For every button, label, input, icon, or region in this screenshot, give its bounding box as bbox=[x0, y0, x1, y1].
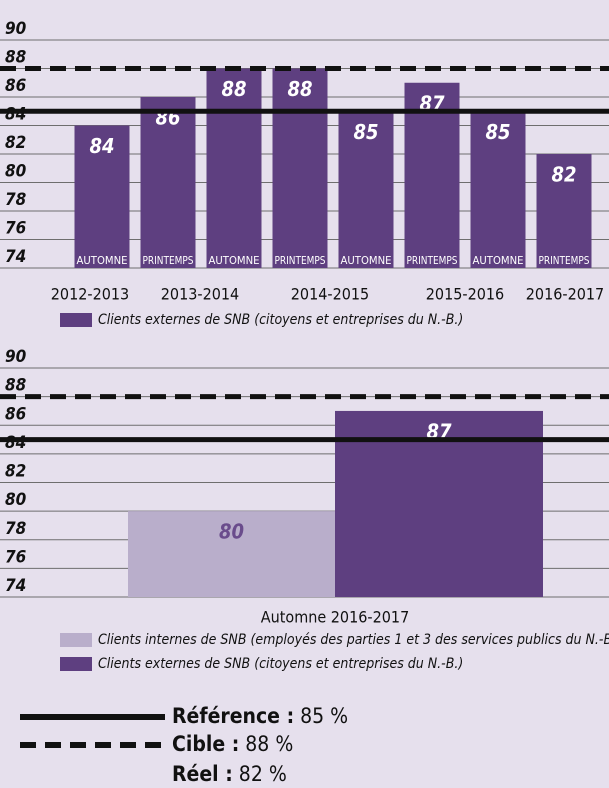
legend-swatch bbox=[60, 633, 92, 647]
legend-label: Cible : bbox=[172, 732, 239, 756]
y-tick-label: 86 bbox=[5, 404, 27, 424]
data-label: 84 bbox=[89, 134, 114, 158]
group-label: 2014-2015 bbox=[291, 285, 369, 304]
y-tick-label: 74 bbox=[5, 247, 26, 267]
y-tick-label: 78 bbox=[5, 190, 27, 210]
y-tick-label: 76 bbox=[5, 547, 27, 567]
y-tick-label: 74 bbox=[5, 576, 26, 596]
legend-item: Cible : 88 % bbox=[172, 732, 293, 756]
data-label: 85 bbox=[353, 120, 378, 144]
x-tick-label: PRINTEMPS bbox=[143, 254, 194, 267]
y-tick-label: 90 bbox=[5, 19, 27, 39]
legend-item: Référence : 85 % bbox=[172, 704, 348, 728]
bar bbox=[206, 68, 262, 268]
y-tick-label: 80 bbox=[5, 162, 27, 182]
group-label: 2012-2013 bbox=[51, 285, 129, 304]
y-tick-label: 82 bbox=[5, 133, 26, 153]
y-tick-label: 86 bbox=[5, 76, 27, 96]
data-label: 82 bbox=[551, 163, 576, 187]
y-tick-label: 88 bbox=[5, 376, 27, 396]
bar bbox=[272, 68, 328, 268]
legend-item: Réel : 82 % bbox=[172, 762, 287, 786]
group-label: 2015-2016 bbox=[426, 285, 504, 304]
legend-swatch bbox=[60, 313, 92, 327]
x-tick-label: PRINTEMPS bbox=[539, 254, 590, 267]
bar bbox=[128, 511, 335, 597]
data-label: 80 bbox=[219, 520, 244, 544]
legend-value: 82 % bbox=[239, 762, 287, 786]
legend-label: Réel : bbox=[172, 762, 233, 786]
y-tick-label: 84 bbox=[5, 105, 26, 125]
x-tick-label: AUTOMNE bbox=[209, 254, 260, 267]
bar bbox=[74, 125, 130, 268]
x-tick-label: PRINTEMPS bbox=[407, 254, 458, 267]
legend-swatch bbox=[60, 657, 92, 671]
x-tick-label: Automne 2016-2017 bbox=[261, 608, 409, 627]
y-tick-label: 78 bbox=[5, 519, 27, 539]
bar bbox=[470, 111, 526, 268]
data-label: 88 bbox=[221, 77, 246, 101]
legend-label: Clients externes de SNB (citoyens et ent… bbox=[98, 312, 463, 328]
bar bbox=[140, 97, 196, 268]
group-label: 2013-2014 bbox=[161, 285, 239, 304]
x-tick-label: AUTOMNE bbox=[341, 254, 392, 267]
legend-value: 85 % bbox=[300, 704, 348, 728]
y-tick-label: 80 bbox=[5, 490, 27, 510]
y-tick-label: 84 bbox=[5, 433, 26, 453]
legend-label: Clients internes de SNB (employés des pa… bbox=[98, 632, 609, 648]
legend-value: 88 % bbox=[245, 732, 293, 756]
x-tick-label: AUTOMNE bbox=[77, 254, 128, 267]
x-tick-label: AUTOMNE bbox=[473, 254, 524, 267]
y-tick-label: 90 bbox=[5, 347, 27, 367]
x-tick-label: PRINTEMPS bbox=[275, 254, 326, 267]
y-tick-label: 88 bbox=[5, 48, 27, 68]
data-label: 88 bbox=[287, 77, 312, 101]
y-tick-label: 82 bbox=[5, 462, 26, 482]
legend-label: Référence : bbox=[172, 704, 294, 728]
bar bbox=[536, 154, 592, 268]
legend-label: Clients externes de SNB (citoyens et ent… bbox=[98, 656, 463, 672]
bar bbox=[338, 111, 394, 268]
data-label: 85 bbox=[485, 120, 510, 144]
group-label: 2016-2017 bbox=[526, 285, 604, 304]
y-tick-label: 76 bbox=[5, 219, 27, 239]
